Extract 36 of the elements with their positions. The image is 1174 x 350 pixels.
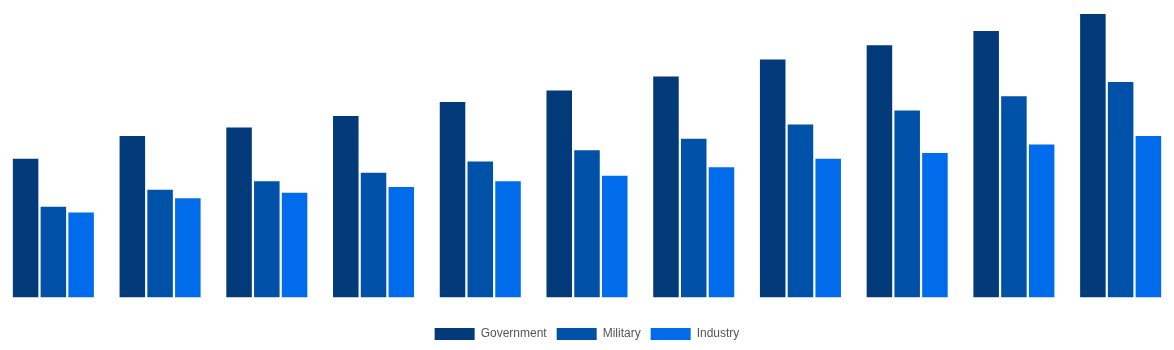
bar (546, 90, 573, 298)
bar (1028, 144, 1055, 298)
bar (1080, 14, 1106, 298)
bar (68, 212, 94, 298)
bar (894, 110, 920, 298)
bar (601, 175, 628, 298)
bar (495, 181, 521, 298)
bar (254, 181, 280, 298)
bar (175, 198, 201, 298)
legend-label: Government (480, 326, 548, 341)
bar (787, 124, 814, 298)
bar (574, 150, 600, 298)
bar (680, 138, 707, 298)
bar (759, 59, 786, 298)
bar (388, 187, 415, 298)
bar (1135, 135, 1162, 298)
bar (653, 76, 679, 298)
bar (866, 45, 893, 298)
bar (147, 189, 173, 298)
bar (922, 152, 948, 298)
bar (1107, 82, 1134, 298)
bar (281, 192, 308, 298)
bar (439, 101, 466, 298)
bar (708, 167, 735, 298)
bar (467, 161, 494, 298)
legend-label: Military (602, 326, 641, 341)
bar (12, 158, 39, 298)
legend-label: Industry (696, 326, 740, 341)
bar (360, 172, 387, 298)
bar (333, 116, 359, 298)
bar (119, 135, 146, 298)
bar (40, 206, 67, 298)
bar (1001, 96, 1027, 298)
bar (226, 127, 252, 298)
bar (973, 31, 999, 298)
bar (815, 158, 841, 298)
